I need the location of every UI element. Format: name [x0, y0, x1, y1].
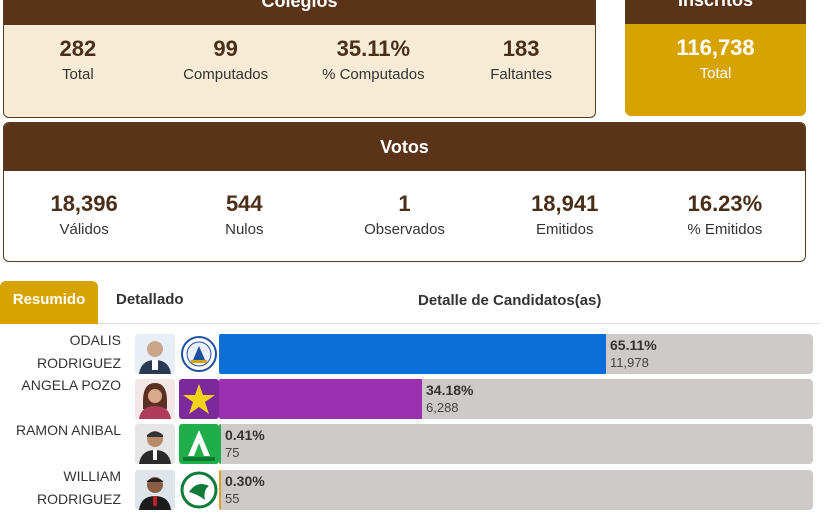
candidate-photo — [135, 379, 175, 419]
candidate-name-line2: RODRIGUEZ — [37, 491, 121, 507]
vote-bar-track: 0.30% 55 — [219, 470, 813, 510]
stat-label: Total — [699, 65, 732, 82]
stat-label: % Emitidos — [687, 221, 763, 238]
candidate-row-william: WILLIAM RODRIGUEZ 0.30% 55 — [0, 467, 820, 511]
inscritos-panel: Inscritos 116,738 Total — [625, 0, 806, 116]
colegios-pct-computados-stat: 35.11% % Computados — [300, 36, 448, 83]
tab-detallado[interactable]: Detallado — [116, 291, 184, 308]
stat-label: Observados — [364, 221, 445, 238]
colegios-panel: Colegios 282 Total 99 Computados 35.11% … — [3, 0, 596, 118]
vote-count: 6,288 — [426, 400, 459, 415]
candidate-photo — [135, 470, 175, 510]
stat-value: 35.11% — [336, 36, 411, 61]
stat-label: Total — [62, 66, 94, 83]
votos-observados-stat: 1 Observados — [324, 191, 484, 238]
pld-logo-icon — [179, 334, 219, 374]
colegios-total-stat: 282 Total — [4, 36, 152, 83]
stat-value: 282 — [59, 36, 97, 61]
stat-label: Faltantes — [490, 66, 552, 83]
candidate-row-ramon: RAMON ANIBAL 0.41% 75 — [0, 421, 820, 465]
candidate-name-line1: RAMON ANIBAL — [15, 422, 121, 438]
candidate-name-line1: WILLIAM — [63, 468, 121, 484]
vote-bar-fill — [219, 470, 221, 510]
tab-resumido[interactable]: Resumido — [0, 281, 98, 324]
vote-bar-track: 34.18% 6,288 — [219, 379, 813, 419]
stat-label: Computados — [183, 66, 269, 83]
inscritos-title: Inscritos — [625, 0, 806, 24]
stat-label: Emitidos — [535, 221, 594, 238]
stat-value: 16.23% — [687, 191, 763, 216]
colegios-stats: 282 Total 99 Computados 35.11% % Computa… — [4, 25, 595, 83]
candidate-name: ODALIS RODRIGUEZ — [0, 329, 121, 375]
votos-title: Votos — [4, 123, 805, 171]
stat-value: 18,941 — [531, 191, 599, 216]
colegios-computados-stat: 99 Computados — [152, 36, 300, 83]
vote-bar-fill — [219, 379, 422, 419]
stat-label: Válidos — [59, 221, 109, 238]
candidate-photo — [135, 334, 175, 374]
stat-label: Nulos — [225, 221, 264, 238]
candidate-row-angela: ANGELA POZO 34.18% 6,288 — [0, 376, 820, 420]
vote-percent: 65.11% — [610, 337, 657, 353]
vote-bar-text: 34.18% 6,288 — [426, 381, 473, 417]
candidate-photo — [135, 424, 175, 464]
stat-value: 544 — [225, 191, 263, 216]
votos-nulos-stat: 544 Nulos — [164, 191, 324, 238]
stat-label: % Computados — [322, 66, 425, 83]
votos-pct-emitidos-stat: 16.23% % Emitidos — [645, 191, 805, 238]
inscritos-total-stat: 116,738 Total — [625, 35, 806, 82]
star-logo-icon — [179, 379, 219, 419]
detail-title: Detalle de Candidatos(as) — [418, 292, 602, 309]
stat-value: 99 — [213, 36, 238, 61]
votos-stats: 18,396 Válidos 544 Nulos 1 Observados 18… — [4, 171, 805, 238]
candidate-name-line1: ANGELA POZO — [21, 377, 121, 393]
vote-count: 55 — [225, 491, 240, 506]
results-tabs: Resumido Detallado — [0, 281, 820, 324]
colegios-title: Colegios — [4, 0, 595, 25]
vote-bar-fill — [219, 424, 221, 464]
vote-percent: 0.30% — [225, 473, 265, 489]
votos-panel: Votos 18,396 Válidos 544 Nulos 1 Observa… — [3, 122, 806, 262]
candidate-name: RAMON ANIBAL — [0, 419, 121, 442]
stat-value: 1 — [398, 191, 411, 216]
vote-bar-track: 0.41% 75 — [219, 424, 813, 464]
vote-bar-text: 65.11% 11,978 — [610, 336, 657, 372]
stat-value: 183 — [502, 36, 540, 61]
vote-count: 11,978 — [610, 355, 649, 370]
candidate-name: WILLIAM RODRIGUEZ — [0, 465, 121, 511]
vote-percent: 34.18% — [426, 382, 474, 398]
votos-emitidos-stat: 18,941 Emitidos — [485, 191, 645, 238]
alianza-pais-logo-icon — [179, 424, 219, 464]
stat-value: 116,738 — [676, 35, 755, 60]
colegios-faltantes-stat: 183 Faltantes — [447, 36, 595, 83]
votos-validos-stat: 18,396 Válidos — [4, 191, 164, 238]
candidate-row-odalis: ODALIS RODRIGUEZ 65.11% 11,978 — [0, 331, 820, 375]
prd-logo-icon — [179, 470, 219, 510]
vote-count: 75 — [225, 445, 240, 460]
vote-percent: 0.41% — [225, 427, 265, 443]
vote-bar-fill — [219, 334, 606, 374]
candidate-name: ANGELA POZO — [0, 374, 121, 397]
inscritos-stats: 116,738 Total — [625, 24, 806, 82]
stat-value: 18,396 — [50, 191, 118, 216]
candidate-name-line1: ODALIS — [69, 332, 121, 348]
candidate-name-line2: RODRIGUEZ — [37, 355, 121, 371]
vote-bar-text: 0.41% 75 — [225, 426, 265, 462]
vote-bar-track: 65.11% 11,978 — [219, 334, 813, 374]
vote-bar-text: 0.30% 55 — [225, 472, 265, 508]
